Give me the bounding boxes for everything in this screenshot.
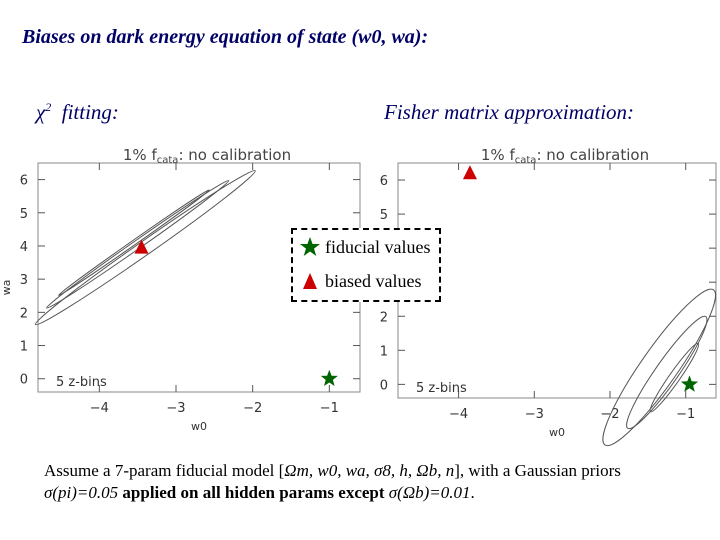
panel-title-sub: cata: [157, 155, 179, 166]
legend-biased-label: biased values: [325, 270, 422, 291]
legend-box: fiducial values biased values: [291, 228, 441, 302]
caption-params: Ωm, w0, wa, σ8, h, Ωb, n: [284, 461, 455, 480]
caption-part-2: ], with a Gaussian priors: [454, 461, 621, 480]
x-axis-label: w0: [549, 426, 565, 439]
y-axis-label: wa: [0, 280, 13, 296]
caption: Assume a 7-param fiducial model [Ωm, w0,…: [44, 460, 684, 504]
y-tick-label: 1: [380, 344, 388, 359]
y-tick-label: 2: [20, 306, 28, 321]
caption-part-3: applied on all hidden params except: [118, 483, 389, 502]
legend-fiducial: fiducial values: [299, 236, 430, 258]
y-tick-label: 5: [380, 208, 388, 223]
caption-prior: σ(pi)=0.05: [44, 483, 119, 502]
y-tick-label: 0: [20, 373, 28, 388]
legend-fiducial-label: fiducial values: [325, 236, 431, 257]
x-axis-label: w0: [191, 420, 207, 433]
y-tick-label: 1: [20, 340, 28, 355]
legend-biased: biased values: [299, 270, 421, 292]
panel-title: 1% fcata: no calibration: [481, 146, 649, 166]
zbins-annotation: 5 z-bins: [56, 375, 107, 390]
y-tick-label: 6: [380, 174, 388, 189]
fiducial-star-icon: [300, 237, 320, 256]
y-tick-label: 4: [20, 240, 28, 255]
panel-title-sub: cata: [515, 155, 537, 166]
caption-end: .: [470, 483, 475, 502]
confidence-contour: [602, 288, 717, 447]
x-tick-label: −1: [320, 401, 339, 416]
caption-part-1: Assume a 7-param fiducial model [: [44, 461, 285, 480]
y-tick-label: 3: [20, 273, 28, 288]
y-tick-label: 0: [380, 378, 388, 393]
panel-title-rest: : no calibration: [536, 146, 649, 164]
chi-symbol: χ: [36, 100, 46, 124]
x-tick-label: −1: [676, 407, 695, 422]
zbins-annotation: 5 z-bins: [416, 381, 467, 396]
fisher-heading: Fisher matrix approximation:: [384, 100, 635, 124]
panel-title-main: 1% f: [123, 146, 158, 164]
caption-ob-prior: σ(Ωb)=0.01: [388, 483, 471, 502]
biased-marker: [134, 239, 149, 254]
panel-title-rest: : no calibration: [178, 146, 291, 164]
x-tick-label: −4: [449, 407, 468, 422]
chi2-heading: χ2 fitting:: [36, 100, 119, 125]
confidence-contour: [649, 342, 700, 413]
panel-title: 1% fcata: no calibration: [123, 146, 291, 166]
x-tick-label: −4: [90, 401, 109, 416]
biased-marker: [462, 165, 477, 180]
y-tick-label: 5: [20, 207, 28, 222]
fiducial-marker: [680, 375, 699, 392]
chi2-panel: −4 −3 −2 −1 0 1 2 3 4 5 6 w0 wa 1% fcata: no calibrat…: [0, 146, 361, 433]
chi2-heading-text: fitting:: [61, 100, 119, 124]
x-tick-label: −3: [166, 401, 185, 416]
y-tick-label: 6: [20, 174, 28, 189]
y-tick-label: 2: [380, 310, 388, 325]
confidence-contour: [626, 315, 708, 430]
biased-triangle-icon: [303, 273, 317, 289]
x-tick-label: −2: [243, 401, 262, 416]
panel-title-main: 1% f: [481, 146, 516, 164]
x-tick-label: −3: [525, 407, 544, 422]
fiducial-marker: [320, 369, 338, 386]
chi-exponent: 2: [45, 100, 52, 114]
plot-frame: [397, 162, 717, 399]
slide-title: Biases on dark energy equation of state …: [22, 26, 429, 48]
confidence-contour: [57, 189, 210, 296]
